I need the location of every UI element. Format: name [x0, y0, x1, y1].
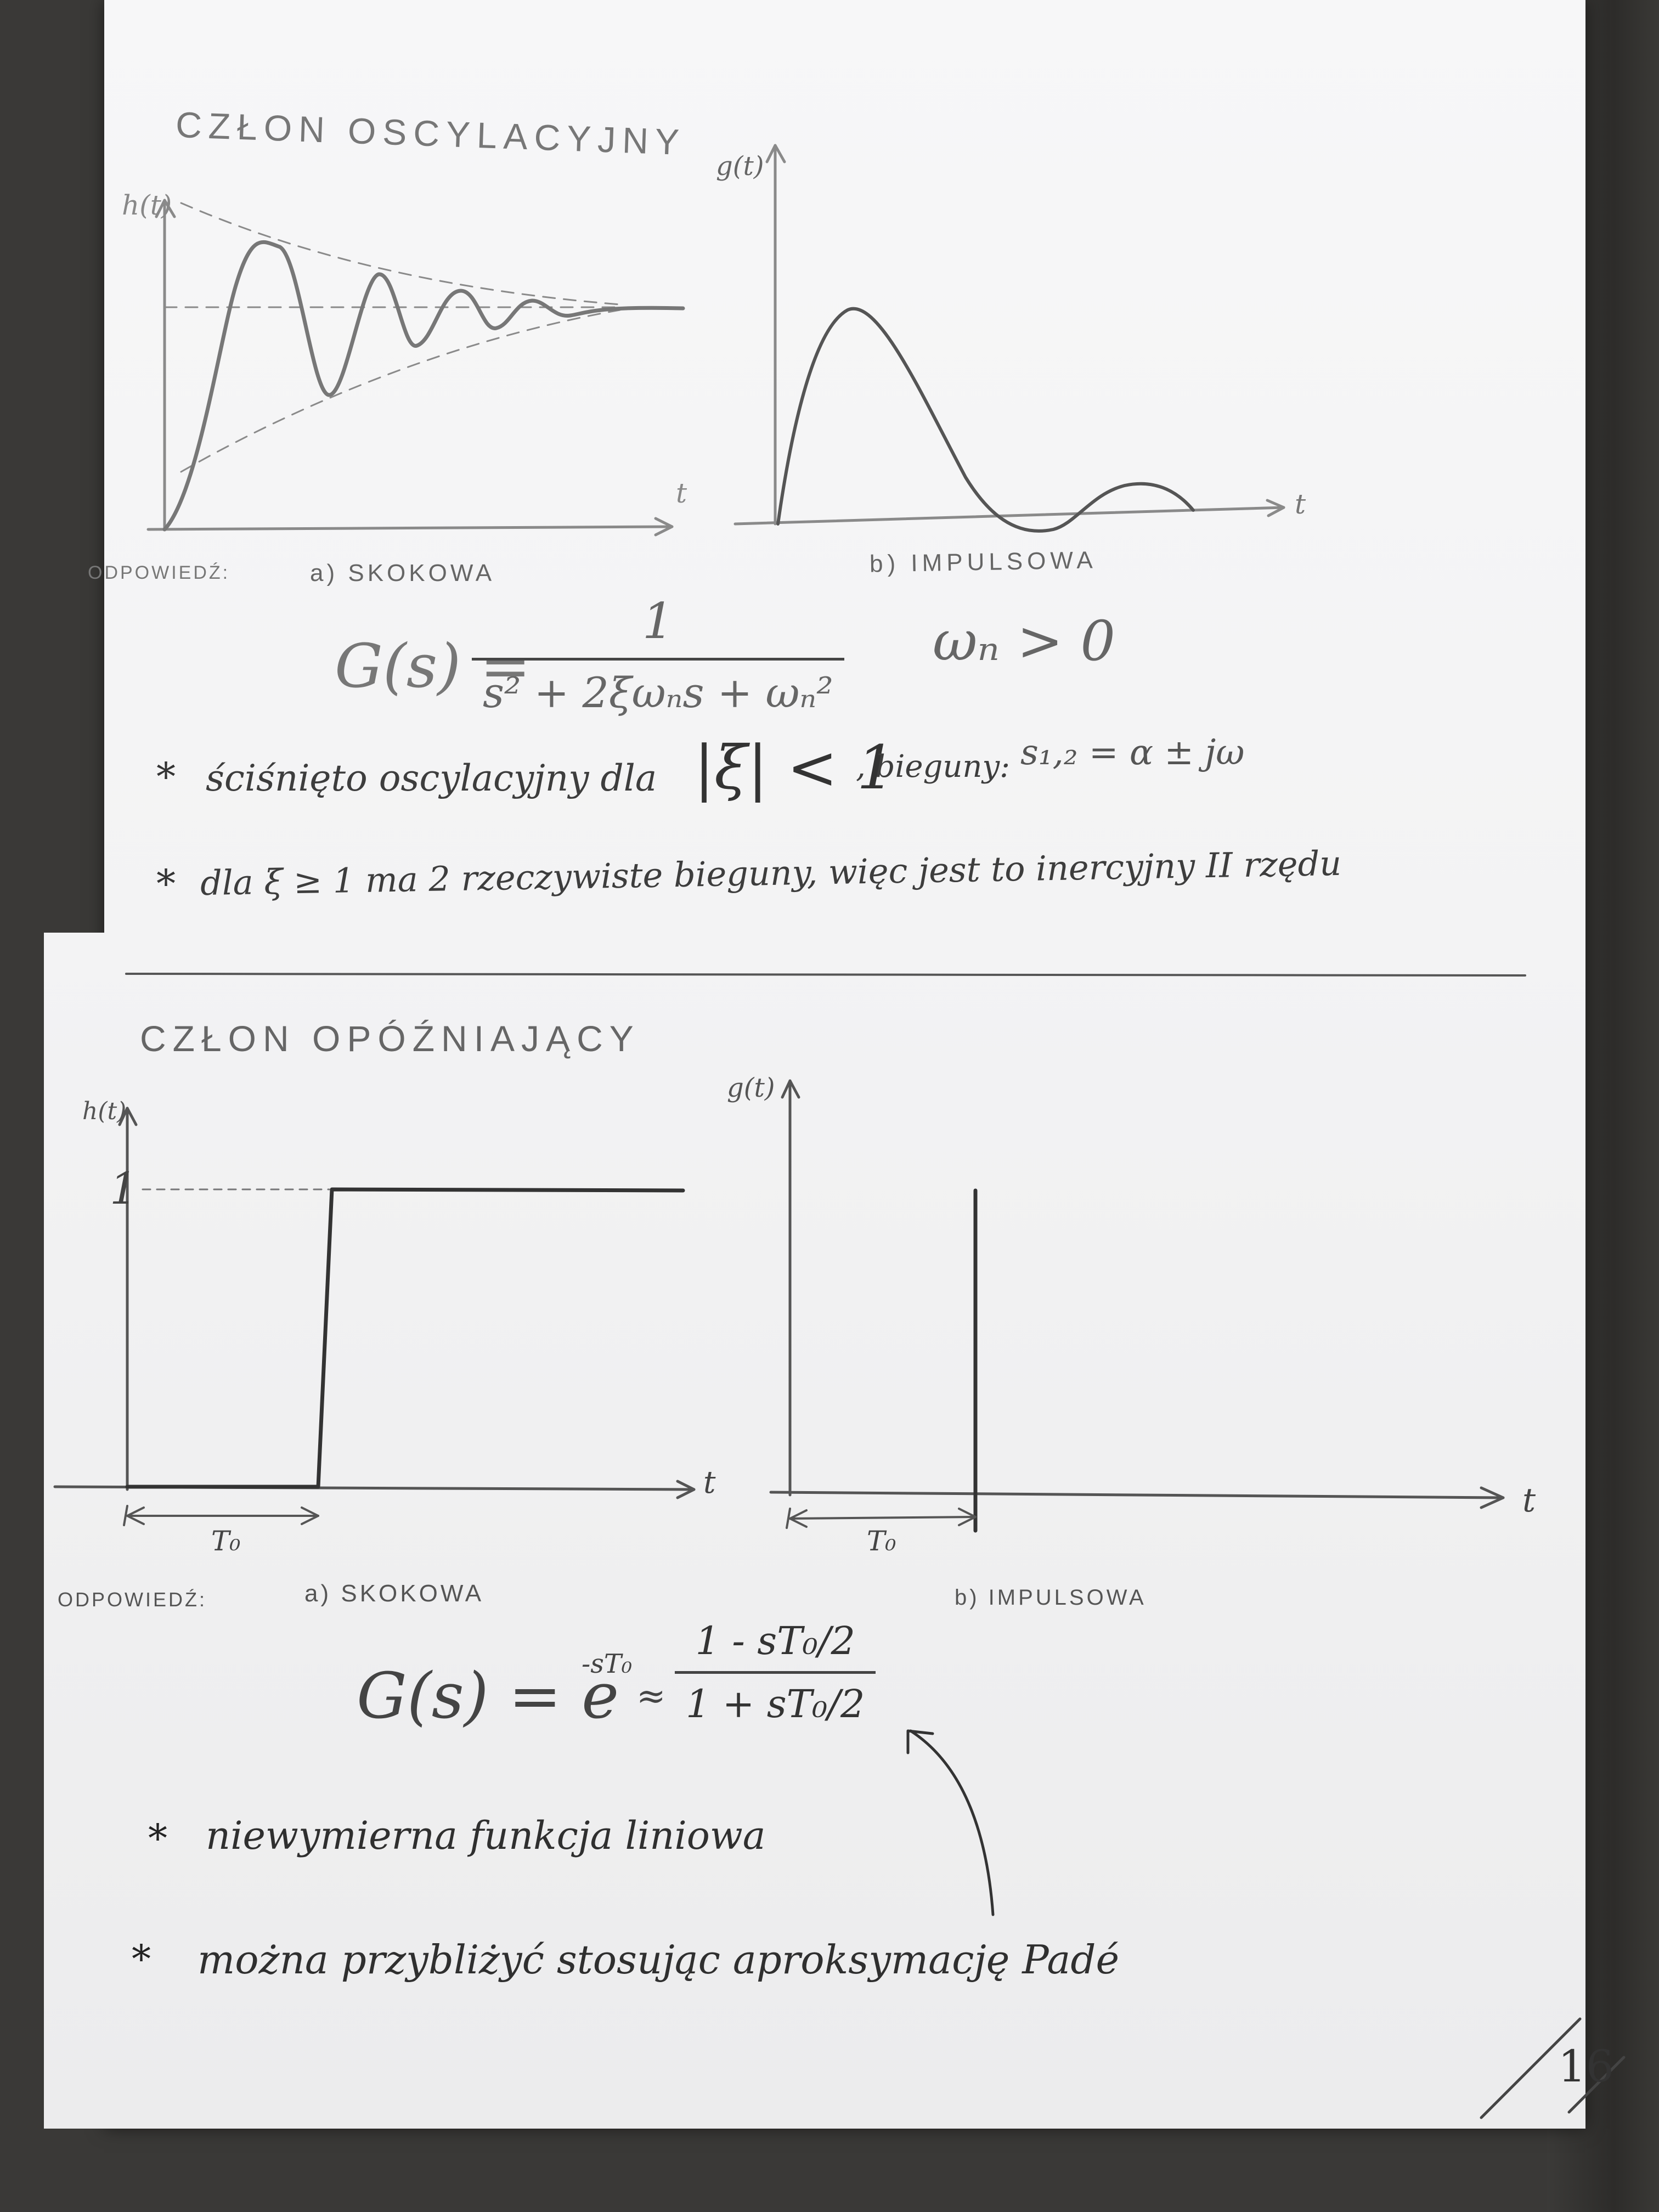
delay-impulse-y-arrow — [781, 1079, 800, 1099]
delay-step-x-arrow — [676, 1480, 696, 1499]
section1-impulse-caption: b) IMPULSOWA — [869, 546, 1098, 578]
delayed-step-curve — [125, 1187, 685, 1489]
section2-delay-label-a: T₀ — [211, 1525, 241, 1557]
section2-title: CZŁON OPÓŹNIAJĄCY — [140, 1018, 640, 1059]
oscillatory-impulse-plot — [733, 144, 1285, 533]
delay-impulse-dim-line — [789, 1516, 977, 1520]
section1-note2-bullet: * — [156, 861, 176, 906]
pade-arrow — [909, 1729, 995, 1916]
oscillatory-step-curve — [162, 240, 685, 532]
section2-response-label: ODPOWIEDŹ: — [58, 1588, 207, 1611]
delay-impulse-x-axis — [769, 1491, 1505, 1499]
section2-time-label-b: t — [1522, 1481, 1536, 1520]
section1-step-caption: a) SKOKOWA — [310, 560, 495, 586]
step-y-arrow — [155, 199, 176, 218]
lower-envelope — [180, 309, 621, 473]
section2-time-label-a: t — [703, 1465, 716, 1500]
section1-note1-poles: s₁,₂ = α ± jω — [1020, 732, 1245, 773]
delay-impulse-x-arrow — [1480, 1486, 1505, 1509]
impulse-x-arrow — [1266, 499, 1285, 517]
section1-transfer-denominator: s² + 2ξωₙs + ωₙ² — [472, 658, 844, 717]
oscillatory-impulse-curve — [776, 307, 1195, 533]
section2-impulse-caption: b) IMPULSOWA — [955, 1585, 1147, 1610]
notebook-page-lower — [44, 933, 1585, 2129]
step-x-axis — [146, 525, 674, 531]
page-corner-mark — [1480, 2017, 1626, 2119]
section2-note2-bullet: * — [132, 1937, 151, 1982]
section2-transfer-exponent: -sT₀ — [582, 1649, 633, 1679]
upper-envelope — [180, 202, 621, 306]
section1-note1-poles-label: , bieguny: — [856, 749, 1010, 785]
impulse-x-axis — [733, 506, 1285, 526]
section2-impulse-axis-label: g(t) — [727, 1073, 775, 1103]
section2-step-caption: a) SKOKOWA — [304, 1580, 484, 1607]
section2-approx-sign: ≈ — [636, 1676, 666, 1717]
step-x-arrow — [654, 517, 674, 537]
delay-impulse-plot — [769, 1079, 1505, 1533]
section1-note1-math: |ξ| < 1 — [694, 732, 895, 803]
section1-note1-text: ściśnięto oscylacyjny dla — [206, 757, 657, 799]
section2-approx-numerator: 1 - sT₀/2 — [695, 1618, 855, 1663]
section2-step-axis-label: h(t) — [82, 1097, 127, 1125]
section1-response-label: ODPOWIEDŹ: — [88, 562, 230, 583]
section2-note2-text: można przybliżyć stosując aproksymację P… — [198, 1937, 1120, 1983]
section1-impulse-axis-label: g(t) — [716, 151, 764, 182]
section1-time-label-a: t — [676, 477, 687, 509]
impulse-y-arrow — [765, 144, 786, 163]
section1-time-label-b: t — [1295, 488, 1306, 520]
section1-transfer-fraction: 1 s² + 2ξωₙs + ωₙ² — [472, 592, 844, 717]
section2-transfer-lhs: G(s) = e — [357, 1660, 619, 1733]
section1-note1-bullet: * — [156, 754, 176, 799]
section1-transfer-lhs: G(s) = — [335, 631, 531, 701]
oscillatory-step-plot — [146, 199, 685, 537]
pade-arrow-head — [906, 1729, 934, 1754]
section2-note1-text: niewymierna funkcja liniowa — [206, 1813, 766, 1858]
section1-step-axis-label: h(t) — [122, 189, 172, 221]
section2-step-level: 1 — [110, 1163, 138, 1214]
delay-step-y-arrow — [118, 1107, 138, 1126]
section1-transfer-numerator: 1 — [642, 592, 674, 650]
delay-step-plot — [53, 1107, 696, 1526]
page-number: 16 — [1558, 2041, 1614, 2092]
section2-approx-denominator: 1 + sT₀/2 — [675, 1671, 876, 1726]
section2-delay-label-b: T₀ — [867, 1525, 896, 1557]
section2-note1-bullet: * — [148, 1816, 167, 1861]
section2-approx-fraction: 1 - sT₀/2 1 + sT₀/2 — [675, 1618, 876, 1726]
section-divider — [125, 973, 1526, 977]
section1-condition: ωₙ > 0 — [933, 609, 1116, 673]
